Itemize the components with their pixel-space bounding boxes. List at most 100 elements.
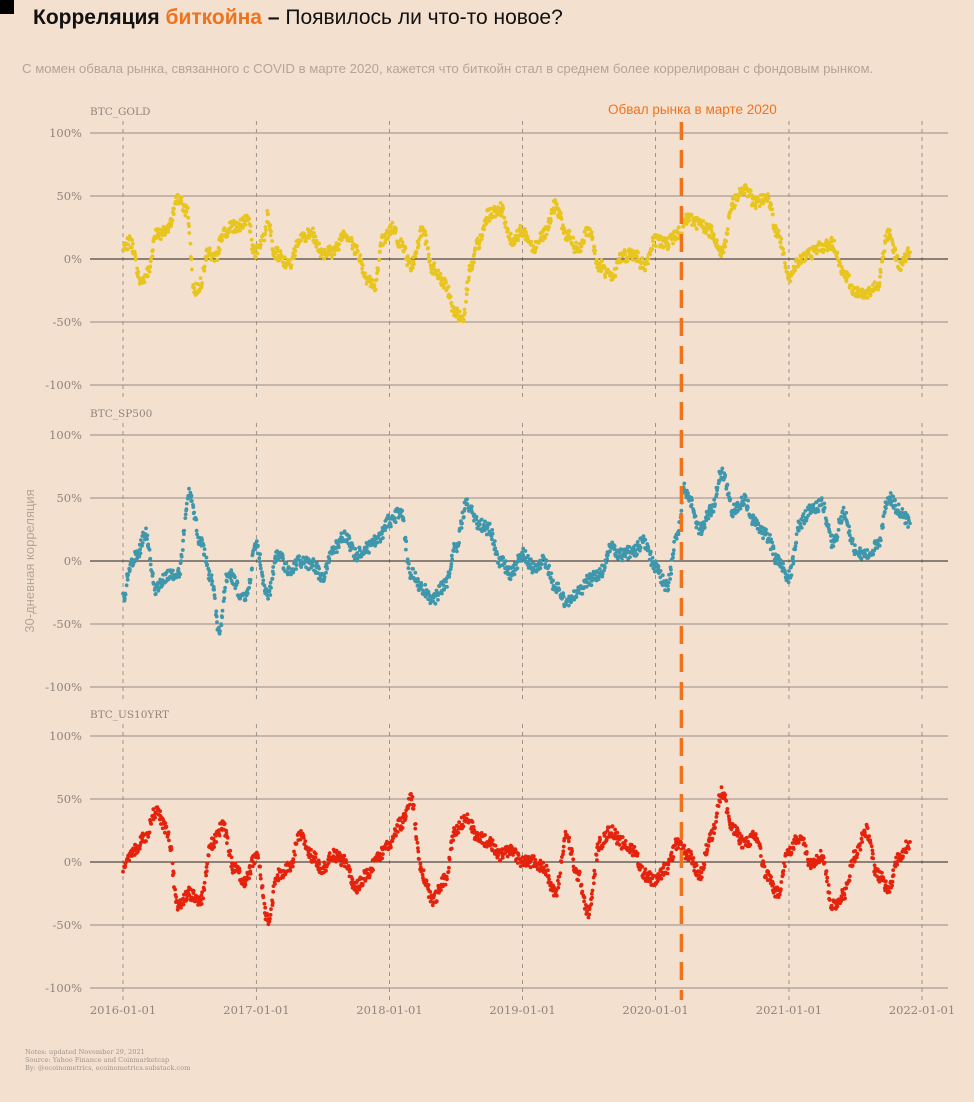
data-point bbox=[516, 853, 521, 857]
data-point bbox=[603, 565, 607, 570]
data-point bbox=[394, 833, 398, 838]
data-point bbox=[465, 287, 470, 292]
y-tick-label: 0% bbox=[64, 855, 82, 869]
data-point bbox=[493, 843, 498, 848]
data-point bbox=[825, 879, 829, 884]
data-point bbox=[171, 568, 175, 573]
data-point bbox=[186, 215, 191, 220]
data-point bbox=[605, 556, 609, 561]
data-point bbox=[877, 284, 882, 288]
data-point bbox=[694, 863, 699, 868]
data-point bbox=[751, 513, 756, 518]
data-point bbox=[557, 874, 562, 879]
data-point bbox=[843, 896, 847, 901]
data-point bbox=[669, 571, 674, 576]
data-point bbox=[461, 515, 466, 519]
data-point bbox=[632, 845, 637, 849]
data-point bbox=[350, 239, 354, 243]
data-point bbox=[771, 882, 776, 886]
data-point bbox=[327, 560, 331, 565]
data-point bbox=[202, 880, 207, 885]
data-point bbox=[258, 552, 262, 557]
data-point bbox=[506, 228, 510, 233]
data-point bbox=[456, 830, 461, 835]
y-axis-label: 30-дневная корреляция bbox=[22, 489, 37, 632]
data-point bbox=[844, 886, 849, 891]
data-point bbox=[710, 836, 715, 841]
data-point bbox=[855, 285, 860, 290]
data-point bbox=[137, 846, 142, 851]
x-tick-label: 2018-01-01 bbox=[356, 1003, 422, 1017]
data-point bbox=[408, 802, 412, 807]
data-point bbox=[853, 858, 857, 863]
data-point bbox=[302, 560, 307, 565]
data-point bbox=[410, 266, 415, 270]
data-point bbox=[130, 241, 135, 246]
data-point bbox=[574, 240, 578, 245]
data-point bbox=[133, 257, 138, 262]
data-point bbox=[765, 192, 770, 197]
data-point bbox=[399, 237, 403, 242]
data-point bbox=[827, 890, 832, 895]
data-point bbox=[512, 572, 517, 577]
data-point bbox=[350, 877, 355, 882]
data-point bbox=[147, 830, 152, 835]
data-point bbox=[513, 848, 518, 852]
data-point bbox=[748, 842, 753, 847]
data-point bbox=[557, 882, 561, 886]
data-point bbox=[650, 556, 655, 560]
y-tick-label: -100% bbox=[45, 378, 82, 392]
data-point bbox=[306, 850, 311, 854]
data-point bbox=[839, 265, 844, 269]
data-point bbox=[474, 515, 479, 519]
title-part-2: – bbox=[261, 6, 286, 29]
data-point bbox=[219, 623, 224, 628]
data-point bbox=[802, 521, 807, 526]
data-point bbox=[472, 828, 477, 833]
data-point bbox=[430, 903, 435, 908]
data-point bbox=[396, 240, 401, 245]
data-point bbox=[233, 861, 238, 866]
data-point bbox=[835, 904, 840, 909]
data-point bbox=[865, 548, 870, 552]
data-point bbox=[126, 572, 130, 577]
data-point bbox=[673, 237, 678, 242]
data-point bbox=[322, 860, 327, 865]
data-point bbox=[260, 574, 265, 578]
data-point bbox=[650, 247, 655, 252]
data-point bbox=[777, 892, 782, 897]
data-point bbox=[147, 269, 152, 274]
data-point bbox=[827, 530, 832, 535]
data-point bbox=[227, 230, 232, 234]
data-point bbox=[389, 845, 393, 850]
data-point bbox=[256, 543, 260, 548]
data-point bbox=[181, 538, 186, 543]
data-point bbox=[316, 858, 321, 863]
data-point bbox=[799, 526, 804, 530]
data-point bbox=[190, 267, 194, 272]
data-point bbox=[585, 909, 589, 914]
data-point bbox=[589, 579, 594, 583]
data-point bbox=[572, 589, 576, 594]
data-point bbox=[258, 245, 262, 250]
data-point bbox=[635, 851, 640, 856]
data-point bbox=[247, 217, 252, 221]
data-point bbox=[847, 524, 851, 529]
data-point bbox=[137, 554, 142, 559]
data-point bbox=[423, 229, 428, 234]
data-point bbox=[463, 311, 467, 315]
data-point bbox=[643, 537, 648, 542]
data-point bbox=[289, 263, 294, 268]
data-point bbox=[870, 851, 875, 856]
data-point bbox=[327, 556, 332, 561]
data-point bbox=[439, 275, 444, 280]
data-point bbox=[298, 837, 303, 842]
data-point bbox=[594, 853, 599, 857]
data-point bbox=[821, 855, 826, 860]
data-point bbox=[774, 226, 779, 231]
data-point bbox=[138, 551, 143, 556]
data-point bbox=[235, 580, 240, 585]
data-point bbox=[411, 807, 416, 811]
data-point bbox=[243, 883, 248, 887]
